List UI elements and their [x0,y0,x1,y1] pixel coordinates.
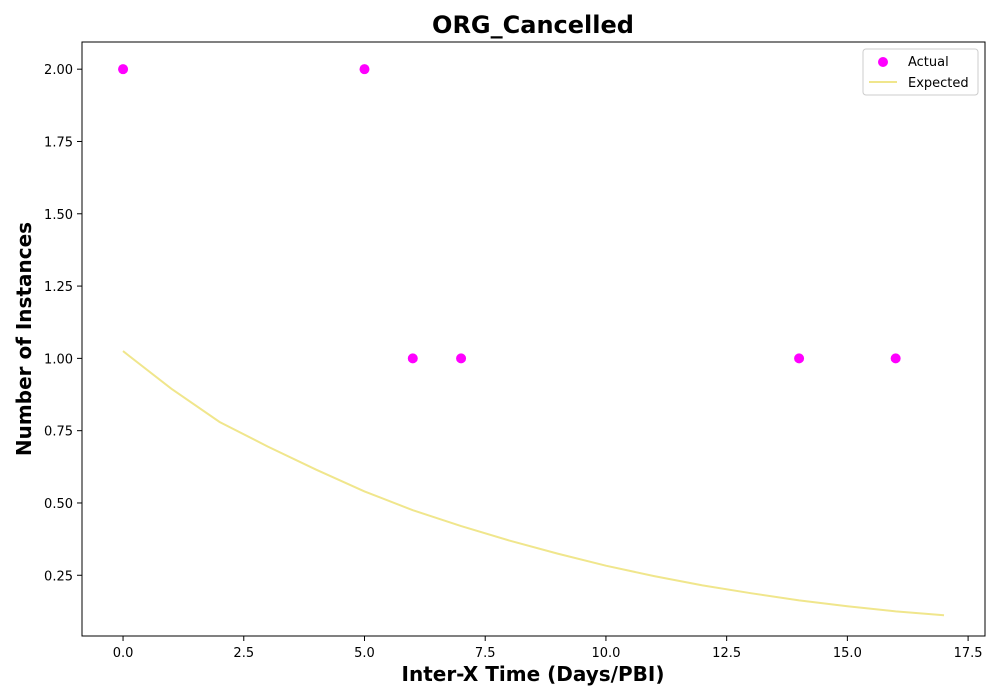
actual-point [118,64,129,75]
x-axis: 0.0 2.5 5.0 7.5 10.0 12.5 15.0 17.5 [113,636,983,661]
y-axis: 0.25 0.50 0.75 1.00 1.25 1.50 1.75 2.00 [44,63,82,584]
y-axis-title: Number of Instances [12,222,36,456]
legend-box [862,48,979,96]
y-tick-label: 1.25 [44,280,73,295]
y-tick-label: 1.50 [44,208,73,223]
x-tick-label: 0.0 [113,646,134,661]
x-tick-label: 5.0 [354,646,375,661]
y-tick-label: 1.00 [44,352,73,367]
x-tick-label: 10.0 [591,646,620,661]
actual-point [890,353,901,364]
y-tick-label: 0.25 [44,569,73,584]
x-tick-label: 7.5 [475,646,496,661]
expected-line [122,350,945,617]
legend-label-actual: Actual [908,55,949,70]
y-tick-label: 0.75 [44,425,73,440]
legend-marker-actual [878,57,888,67]
actual-point [359,64,370,75]
y-tick-label: 0.50 [44,497,73,512]
x-tick-label: 17.5 [954,646,983,661]
x-tick-label: 15.0 [833,646,862,661]
x-tick-label: 2.5 [233,646,254,661]
x-axis-title: Inter-X Time (Days/PBI) [402,662,665,686]
actual-point [407,353,418,364]
legend: Actual Expected [862,48,979,96]
actual-point [456,353,467,364]
x-tick-label: 12.5 [712,646,741,661]
plot-frame [81,41,986,637]
y-tick-label: 2.00 [44,63,73,78]
chart-title: ORG_Cancelled [432,11,634,39]
y-tick-label: 1.75 [44,135,73,150]
legend-label-expected: Expected [908,76,969,91]
actual-point [794,353,805,364]
series-layer [118,64,945,617]
